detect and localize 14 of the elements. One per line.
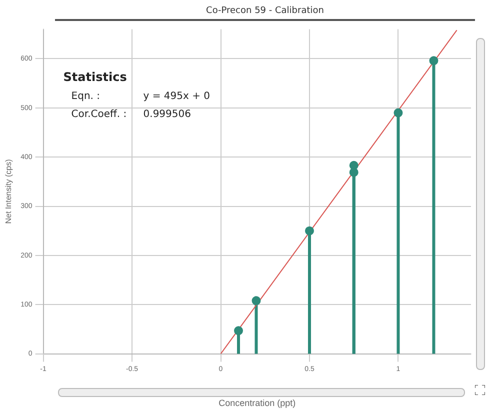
annotation: Eqn. :: [71, 91, 100, 102]
point: [349, 168, 358, 177]
point: [234, 326, 244, 336]
x-axis-title: Concentration (ppt): [218, 398, 296, 408]
y-axis-title: Net Intensity (cps): [4, 158, 14, 224]
annotation: y = 495x + 0: [143, 91, 210, 102]
annotation: Cor.Coeff. :: [71, 109, 127, 120]
point: [429, 56, 438, 66]
chart-title: Co-Precon 59 - Calibration: [55, 6, 475, 21]
point: [304, 226, 314, 236]
annotation: 0.999506: [143, 109, 191, 120]
point: [394, 108, 403, 118]
point: [252, 296, 261, 306]
annotation: Statistics: [63, 70, 127, 84]
